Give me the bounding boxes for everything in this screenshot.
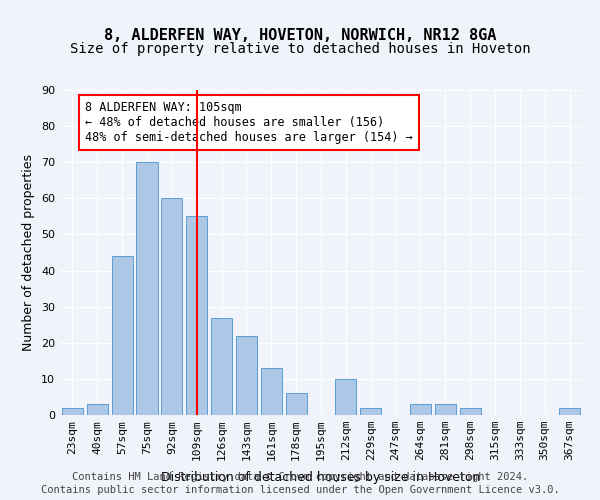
- Y-axis label: Number of detached properties: Number of detached properties: [22, 154, 35, 351]
- Text: Size of property relative to detached houses in Hoveton: Size of property relative to detached ho…: [70, 42, 530, 56]
- Bar: [62, 408, 83, 415]
- Text: 8, ALDERFEN WAY, HOVETON, NORWICH, NR12 8GA: 8, ALDERFEN WAY, HOVETON, NORWICH, NR12 …: [104, 28, 496, 42]
- Text: Contains HM Land Registry data © Crown copyright and database right 2024.: Contains HM Land Registry data © Crown c…: [72, 472, 528, 482]
- Bar: [286, 394, 307, 415]
- Bar: [211, 318, 232, 415]
- Text: Contains public sector information licensed under the Open Government Licence v3: Contains public sector information licen…: [41, 485, 559, 495]
- X-axis label: Distribution of detached houses by size in Hoveton: Distribution of detached houses by size …: [161, 472, 481, 484]
- Bar: [112, 256, 133, 415]
- Bar: [460, 408, 481, 415]
- Bar: [410, 404, 431, 415]
- Bar: [435, 404, 456, 415]
- Bar: [335, 379, 356, 415]
- Bar: [136, 162, 158, 415]
- Bar: [559, 408, 580, 415]
- Bar: [261, 368, 282, 415]
- Bar: [236, 336, 257, 415]
- Bar: [186, 216, 207, 415]
- Bar: [87, 404, 108, 415]
- Text: 8 ALDERFEN WAY: 105sqm
← 48% of detached houses are smaller (156)
48% of semi-de: 8 ALDERFEN WAY: 105sqm ← 48% of detached…: [85, 101, 413, 144]
- Bar: [360, 408, 381, 415]
- Bar: [161, 198, 182, 415]
